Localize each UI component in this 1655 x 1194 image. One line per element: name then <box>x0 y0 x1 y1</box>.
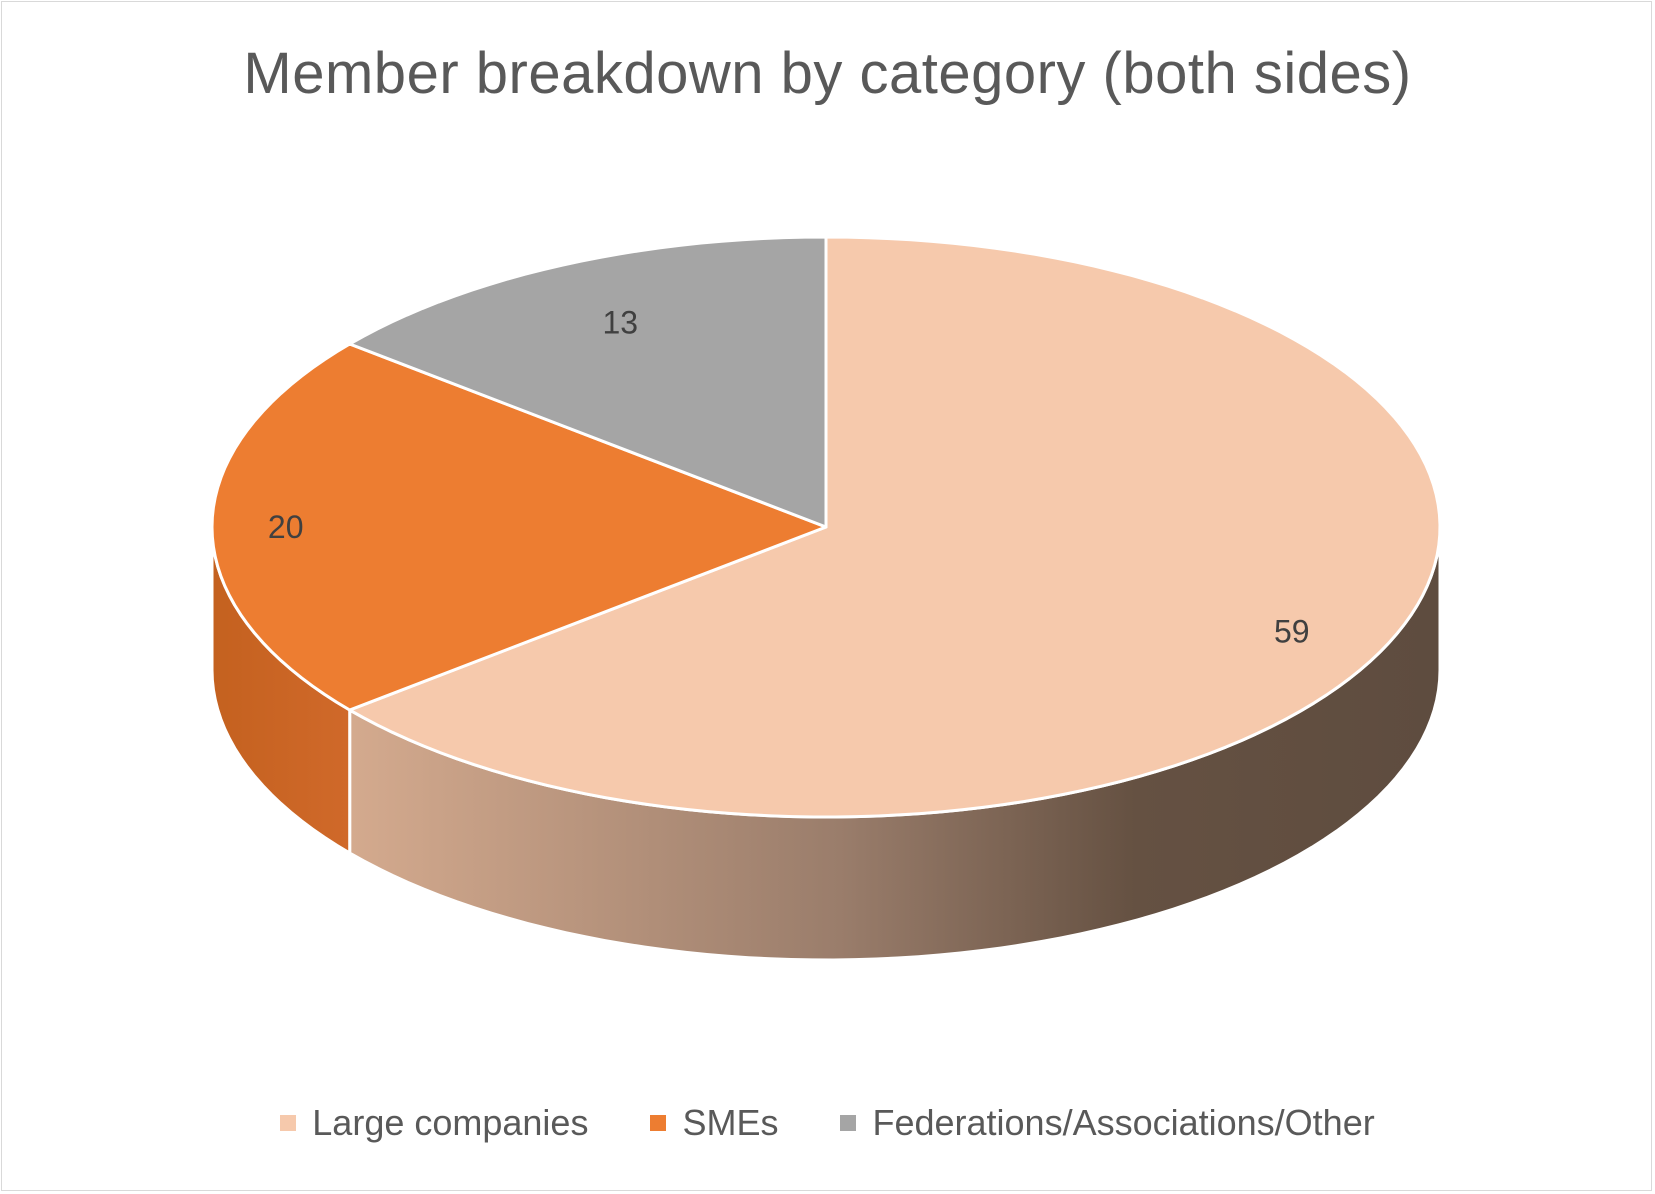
legend-item-smes: SMEs <box>650 1102 778 1144</box>
legend-swatch-large-companies <box>280 1115 297 1131</box>
data-label-federations-associations-other: 13 <box>603 305 639 341</box>
legend-item-federations-associations-other: Federations/Associations/Other <box>840 1102 1375 1144</box>
data-label-large-companies: 59 <box>1274 614 1310 650</box>
legend-item-large-companies: Large companies <box>280 1102 588 1144</box>
chart-legend: Large companies SMEs Federations/Associati… <box>0 1102 1655 1144</box>
pie-slice-federations-associations-other <box>348 235 828 529</box>
legend-label-large-companies: Large companies <box>312 1102 589 1143</box>
pie-slice-smes <box>210 342 828 712</box>
pie-data-labels: 59 20 13 <box>268 305 1310 650</box>
legend-swatch-federations-associations-other <box>840 1115 857 1131</box>
legend-label-federations-associations-other: Federations/Associations/Other <box>872 1102 1375 1143</box>
chart-title: Member breakdown by category (both sides… <box>243 41 1412 106</box>
data-label-smes: 20 <box>268 509 304 545</box>
legend-swatch-smes <box>650 1115 667 1131</box>
pie-slice-large-companies <box>348 235 1442 819</box>
legend-label-smes: SMEs <box>682 1102 779 1143</box>
pie-top-faces <box>210 235 1442 819</box>
